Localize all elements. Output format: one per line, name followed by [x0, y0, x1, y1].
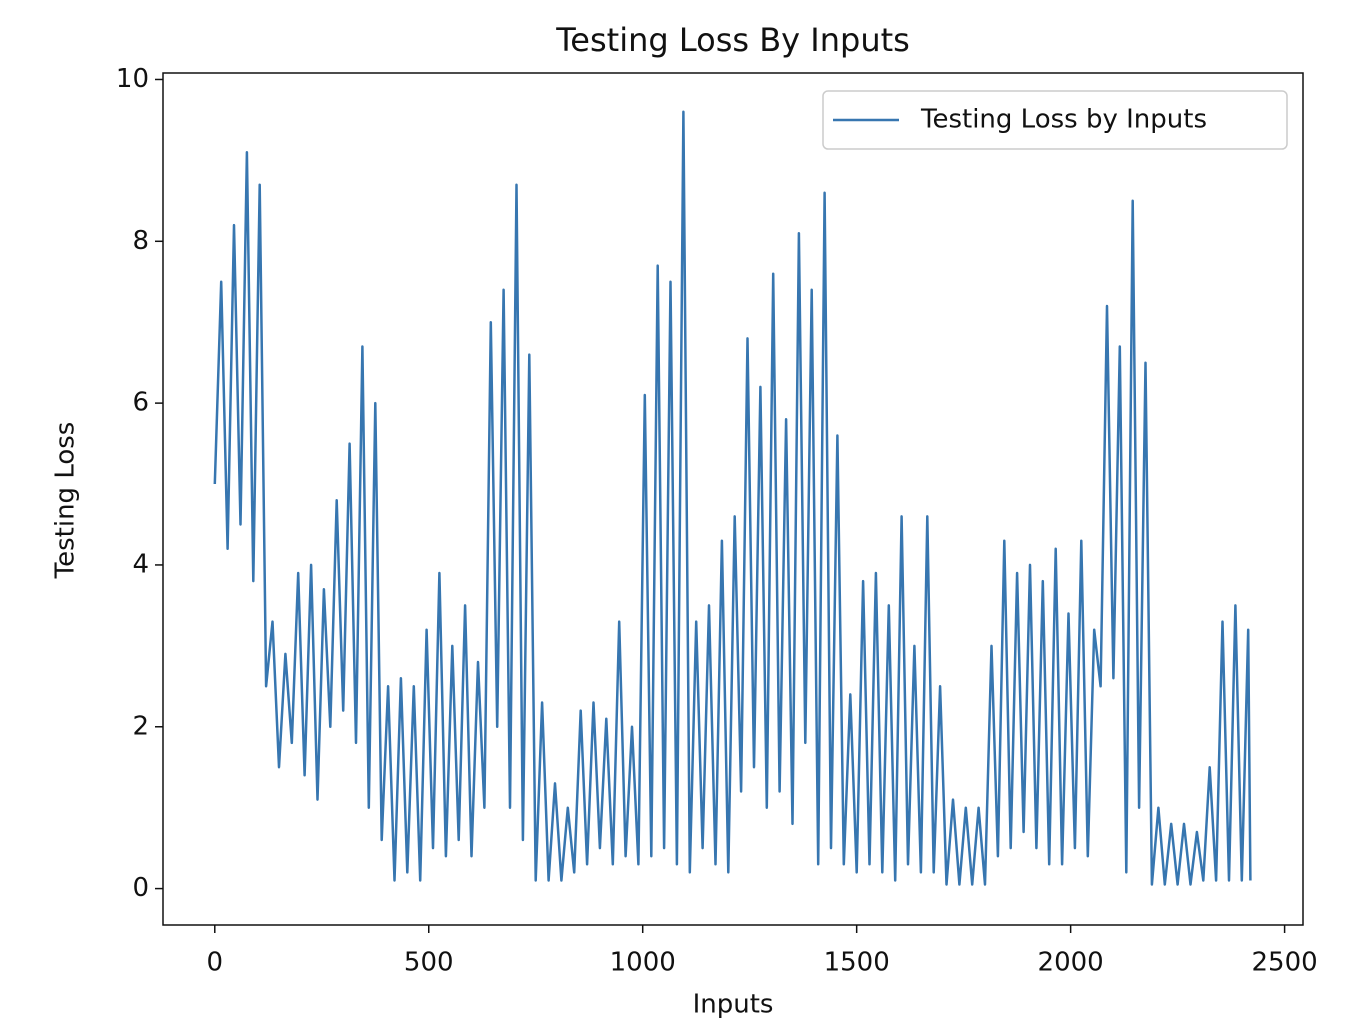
- series-line: [213, 110, 1252, 886]
- x-axis-label: Inputs: [693, 990, 774, 1020]
- x-tick-label: 1500: [824, 948, 890, 978]
- legend-box: [822, 90, 1288, 150]
- y-axis-label: Testing Loss: [51, 422, 81, 580]
- legend-label: Testing Loss by Inputs: [920, 105, 1207, 135]
- y-tick-label: 4: [132, 549, 149, 579]
- x-tick-label: 1000: [610, 948, 676, 978]
- plot-frame: [162, 72, 1304, 926]
- y-tick-label: 2: [132, 711, 149, 741]
- y-tick-label: 10: [116, 64, 149, 94]
- x-tick-label: 500: [404, 948, 454, 978]
- chart-title: Testing Loss By Inputs: [555, 21, 910, 59]
- x-tick-label: 0: [207, 948, 224, 978]
- y-tick-label: 0: [132, 873, 149, 903]
- y-tick-label: 6: [132, 388, 149, 418]
- y-tick-label: 8: [132, 226, 149, 256]
- x-tick-label: 2500: [1252, 948, 1318, 978]
- x-tick-label: 2000: [1038, 948, 1104, 978]
